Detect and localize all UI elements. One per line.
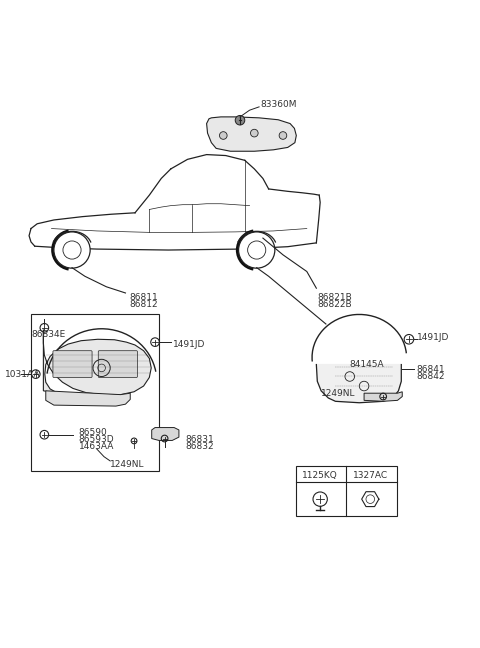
Wedge shape [51,229,72,271]
Wedge shape [236,229,257,271]
Text: 86821B: 86821B [317,294,352,302]
Text: 86842: 86842 [417,372,445,381]
Text: 86822B: 86822B [317,301,352,309]
Text: 1491JD: 1491JD [173,340,205,349]
Text: 86831: 86831 [185,435,214,444]
Text: 86834E: 86834E [31,330,65,339]
Text: 1463AA: 1463AA [79,442,114,450]
Polygon shape [316,365,401,403]
Polygon shape [206,117,296,151]
Text: 86590: 86590 [79,428,108,437]
Text: 1249NL: 1249NL [321,389,356,398]
Text: 86593D: 86593D [79,435,114,444]
Circle shape [54,232,90,268]
Text: 1491JD: 1491JD [417,333,449,342]
Text: 1031AA: 1031AA [5,369,41,378]
Text: 86832: 86832 [185,442,214,451]
Text: 84145A: 84145A [350,360,384,369]
Text: 1327AC: 1327AC [353,471,388,480]
Text: 1125KQ: 1125KQ [302,471,338,480]
Bar [296,466,396,516]
Circle shape [219,132,227,139]
Circle shape [251,130,258,137]
Text: 86841: 86841 [417,365,445,374]
Circle shape [239,232,275,268]
Polygon shape [152,428,179,441]
FancyBboxPatch shape [98,351,137,377]
Polygon shape [43,330,151,395]
Text: 83360M: 83360M [261,100,297,110]
Circle shape [279,132,287,139]
Bar [31,314,159,471]
FancyBboxPatch shape [53,351,92,377]
Polygon shape [364,392,402,401]
Circle shape [235,115,245,125]
Text: 1249NL: 1249NL [110,460,144,469]
Polygon shape [46,391,130,406]
Text: 86811: 86811 [129,294,158,302]
Text: 86812: 86812 [129,301,158,309]
